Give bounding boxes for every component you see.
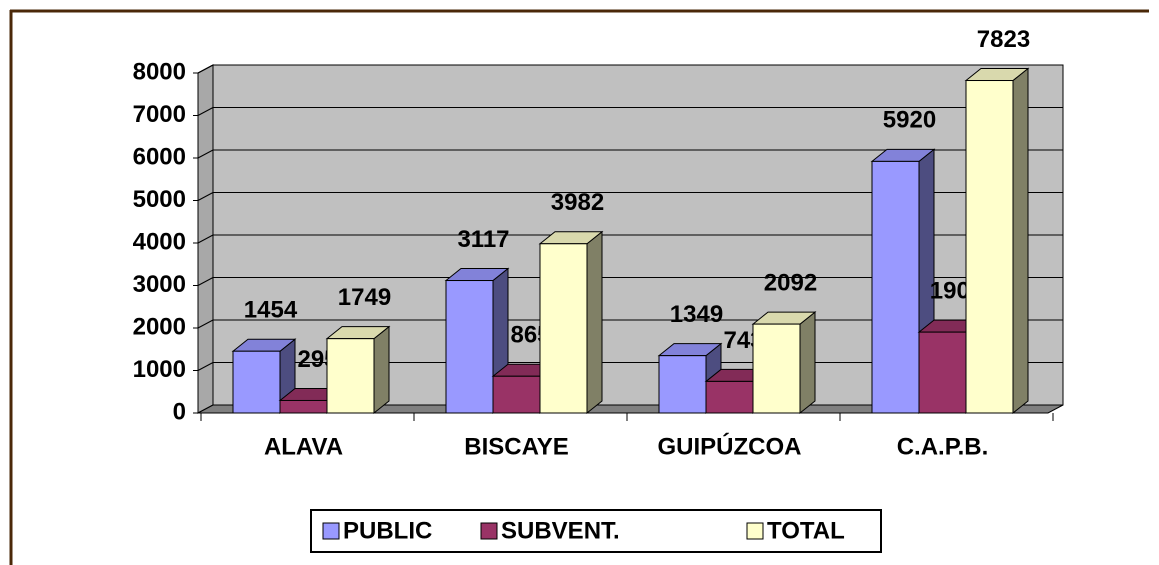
legend-label: SUBVENT. — [501, 517, 620, 544]
value-label: 1749 — [338, 284, 391, 311]
grid-line-side — [197, 234, 214, 244]
value-label: 7823 — [977, 26, 1030, 53]
value-label: 1349 — [670, 301, 723, 328]
bar — [751, 311, 817, 415]
bar-side — [799, 311, 816, 415]
y-tick-label: 8000 — [133, 58, 186, 85]
legend-label: TOTAL — [767, 517, 845, 544]
y-tick-label: 3000 — [133, 271, 186, 298]
y-tick-label: 4000 — [133, 228, 186, 255]
bar-front — [965, 80, 1014, 414]
y-tick-label: 2000 — [133, 313, 186, 340]
grid-line-side — [197, 362, 214, 371]
bar — [444, 267, 510, 415]
bar — [231, 338, 297, 415]
y-tick-label: 7000 — [133, 101, 186, 128]
y-tick-label: 6000 — [133, 143, 186, 170]
y-tick-label: 1000 — [133, 356, 186, 383]
legend-swatch — [746, 522, 764, 540]
legend — [310, 509, 882, 553]
bar — [964, 67, 1030, 415]
legend-swatch — [322, 522, 340, 540]
value-label: 1454 — [244, 297, 298, 324]
y-tick-label: 0 — [173, 398, 186, 425]
bar-front — [492, 375, 541, 414]
grid-line-side — [197, 192, 214, 201]
grid-line-side — [197, 149, 214, 159]
bar — [325, 325, 391, 415]
bar-side — [586, 230, 603, 415]
bar-front — [232, 350, 281, 414]
bar — [538, 230, 604, 415]
bar-front — [445, 280, 494, 414]
bar-side — [373, 325, 390, 415]
value-label: 2092 — [764, 269, 817, 296]
bar-front — [539, 243, 588, 414]
x-tick-label: GUIPÚZCOA — [658, 432, 802, 460]
legend-label: PUBLIC — [343, 517, 432, 544]
grid-line-side — [197, 277, 214, 286]
value-label: 5920 — [883, 107, 936, 134]
grid-line-side — [197, 107, 214, 116]
bar-front — [658, 355, 707, 414]
x-tick-label: BISCAYE — [464, 433, 568, 460]
bar-front — [705, 380, 754, 414]
bar-front — [326, 338, 375, 414]
bar-side — [1012, 67, 1029, 415]
grid-line-side — [197, 319, 214, 329]
x-tick-label: ALAVA — [264, 433, 343, 460]
bar-front — [752, 323, 801, 414]
bar-front — [871, 160, 920, 414]
value-label: 3117 — [457, 226, 509, 253]
y-tick-label: 5000 — [133, 186, 186, 213]
grid-line-side — [197, 64, 214, 74]
value-label: 3982 — [551, 189, 604, 216]
legend-swatch — [480, 522, 498, 540]
bar-front — [279, 399, 328, 414]
bar-front — [918, 331, 967, 414]
x-tick-label: C.A.P.B. — [897, 433, 989, 460]
